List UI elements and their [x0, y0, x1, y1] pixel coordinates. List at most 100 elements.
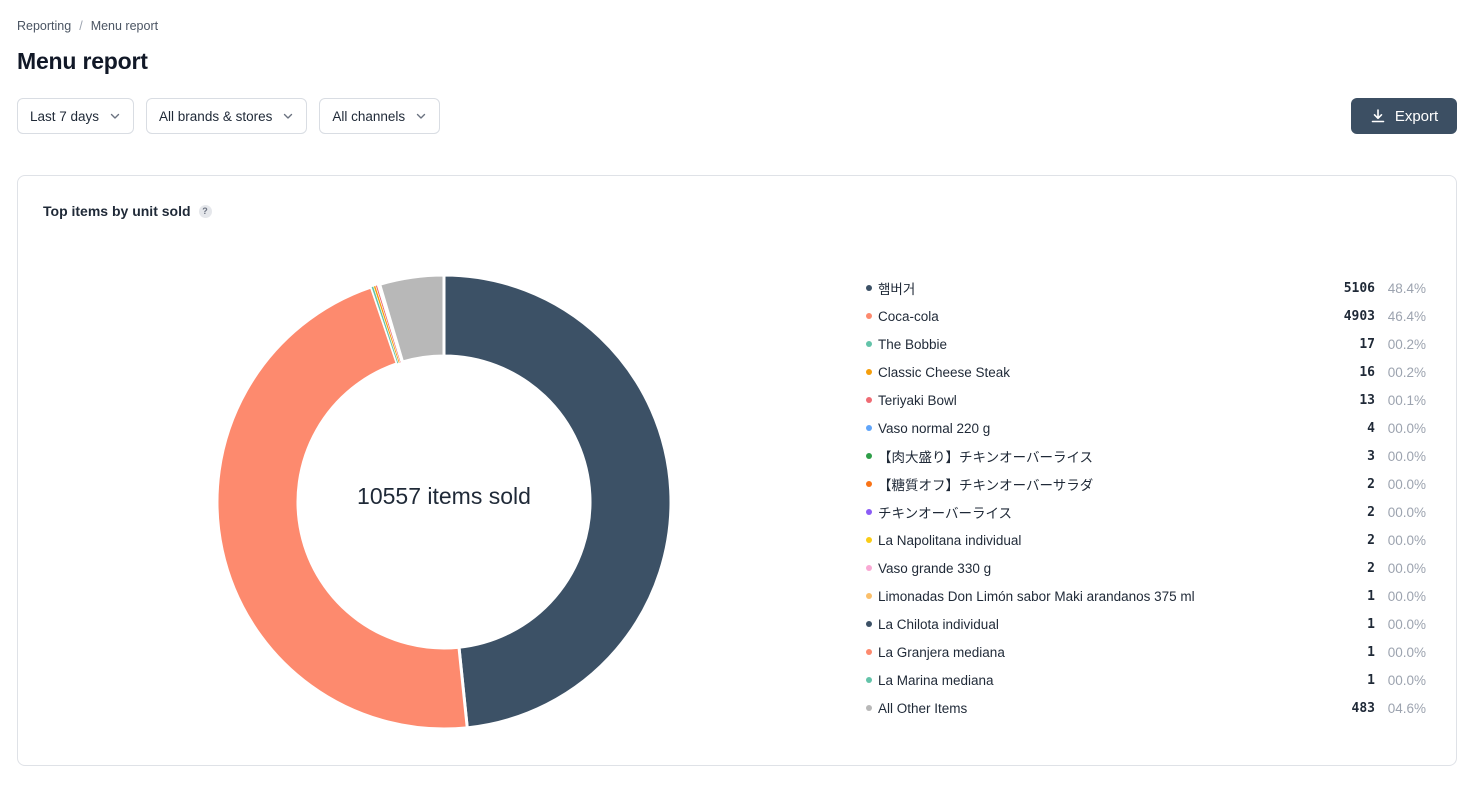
chevron-down-icon [110, 113, 120, 119]
legend-item-name: The Bobbie [878, 336, 948, 352]
legend-item-count: 16 [1359, 364, 1375, 380]
legend-item[interactable]: Coca-cola 4903 46.4% [866, 302, 1426, 330]
legend-item-name: 【糖質オフ】チキンオーバーサラダ [878, 478, 1094, 493]
legend-dot-icon [866, 425, 872, 431]
legend-item[interactable]: La Chilota individual 1 00.0% [866, 610, 1426, 638]
chevron-down-icon [416, 113, 426, 119]
legend-dot-icon [866, 285, 872, 291]
legend-item-name: La Chilota individual [878, 616, 999, 632]
legend-item-count: 1 [1367, 644, 1375, 660]
legend-item[interactable]: 【糖質オフ】チキンオーバーサラダ 2 00.0% [866, 470, 1426, 498]
legend-item-name: La Napolitana individual [878, 532, 1022, 548]
legend-item-percent: 04.6% [1387, 700, 1426, 716]
legend-item-count: 17 [1359, 336, 1375, 352]
legend-dot-icon [866, 677, 872, 683]
legend-dot-icon [866, 621, 872, 627]
channels-dropdown[interactable]: All channels [319, 98, 441, 134]
legend-item[interactable]: チキンオーバーライス 2 00.0% [866, 498, 1426, 526]
legend-dot-icon [866, 369, 872, 375]
legend-dot-icon [866, 565, 872, 571]
legend-dot-icon [866, 453, 872, 459]
legend-item-count: 2 [1367, 476, 1375, 492]
legend-item[interactable]: Classic Cheese Steak 16 00.2% [866, 358, 1426, 386]
export-button[interactable]: Export [1351, 98, 1457, 134]
legend-item-name: Coca-cola [878, 308, 939, 324]
card-title: Top items by unit sold ? [43, 203, 212, 219]
legend-item[interactable]: Teriyaki Bowl 13 00.1% [866, 386, 1426, 414]
legend-item-percent: 00.0% [1387, 672, 1426, 688]
legend-item-percent: 00.2% [1387, 364, 1426, 380]
legend-dot-icon [866, 705, 872, 711]
export-label: Export [1394, 107, 1439, 125]
legend-item-count: 483 [1351, 700, 1375, 716]
legend-item[interactable]: All Other Items 483 04.6% [866, 694, 1426, 722]
brands-stores-label: All brands & stores [159, 108, 273, 124]
legend-item-percent: 00.0% [1387, 616, 1426, 632]
legend-item[interactable]: Limonadas Don Limón sabor Maki arandanos… [866, 582, 1426, 610]
page-title: Menu report [17, 48, 148, 74]
legend-item-count: 2 [1367, 504, 1375, 520]
legend-item-percent: 00.0% [1387, 560, 1426, 576]
legend-item[interactable]: 햄버거 5106 48.4% [866, 274, 1426, 302]
card-title-text: Top items by unit sold [43, 203, 191, 219]
top-items-card: Top items by unit sold ? 10557 items sol… [17, 175, 1457, 766]
legend-item-percent: 00.0% [1387, 644, 1426, 660]
filter-bar: Last 7 days All brands & stores All chan… [17, 98, 441, 134]
legend-dot-icon [866, 397, 872, 403]
legend-item-name: La Granjera mediana [878, 644, 1005, 660]
legend-item[interactable]: La Marina mediana 1 00.0% [866, 666, 1426, 694]
breadcrumb-separator: / [79, 19, 83, 33]
chevron-down-icon [284, 113, 293, 119]
breadcrumb-current: Menu report [90, 19, 159, 33]
legend-item-count: 1 [1367, 672, 1375, 688]
legend-item[interactable]: Vaso grande 330 g 2 00.0% [866, 554, 1426, 582]
legend-item-count: 5106 [1343, 280, 1375, 296]
breadcrumb-reporting-link[interactable]: Reporting [17, 19, 72, 33]
legend-item-count: 2 [1367, 560, 1375, 576]
legend-item-name: Classic Cheese Steak [878, 364, 1011, 380]
date-range-dropdown[interactable]: Last 7 days [17, 98, 135, 134]
legend-item[interactable]: Vaso normal 220 g 4 00.0% [866, 414, 1426, 442]
legend-dot-icon [866, 537, 872, 543]
legend-dot-icon [866, 509, 872, 515]
legend-dot-icon [866, 649, 872, 655]
legend-item[interactable]: The Bobbie 17 00.2% [866, 330, 1426, 358]
legend-item[interactable]: 【肉大盛り】チキンオーバーライス 3 00.0% [866, 442, 1426, 470]
legend-item-percent: 00.0% [1387, 420, 1426, 436]
legend-item-percent: 00.0% [1387, 504, 1426, 520]
legend-item-percent: 46.4% [1387, 308, 1426, 324]
legend-item-count: 3 [1367, 448, 1375, 464]
legend-item-percent: 00.0% [1387, 588, 1426, 604]
legend-item-name: Vaso normal 220 g [878, 420, 991, 436]
donut-slice-1[interactable] [215, 285, 469, 731]
legend-dot-icon [866, 341, 872, 347]
legend-item-percent: 00.2% [1387, 336, 1426, 352]
legend-item[interactable]: La Granjera mediana 1 00.0% [866, 638, 1426, 666]
legend-item-percent: 48.4% [1387, 280, 1426, 296]
legend-item-name: 햄버거 [878, 282, 916, 297]
legend-item-count: 4903 [1343, 308, 1375, 324]
legend-item-name: 【肉大盛り】チキンオーバーライス [878, 450, 1094, 465]
legend-item-count: 4 [1367, 420, 1375, 436]
legend-dot-icon [866, 481, 872, 487]
legend-item-percent: 00.0% [1387, 476, 1426, 492]
date-range-label: Last 7 days [30, 108, 100, 124]
channels-label: All channels [332, 108, 406, 124]
donut-slice-15[interactable] [377, 273, 446, 364]
legend-item-name: All Other Items [878, 700, 968, 716]
legend-item-percent: 00.0% [1387, 448, 1426, 464]
legend-item-percent: 00.1% [1387, 392, 1426, 408]
legend-item-count: 13 [1359, 392, 1375, 408]
brands-stores-dropdown[interactable]: All brands & stores [146, 98, 308, 134]
legend-item-name: Teriyaki Bowl [878, 392, 957, 408]
legend-item-count: 1 [1367, 588, 1375, 604]
legend-item-name: Limonadas Don Limón sabor Maki arandanos… [878, 588, 1195, 604]
legend-dot-icon [866, 313, 872, 319]
donut-slice-0[interactable] [442, 273, 673, 730]
download-icon [1371, 109, 1385, 123]
legend-item-name: チキンオーバーライス [878, 506, 1013, 521]
help-icon[interactable]: ? [198, 204, 212, 218]
legend-item[interactable]: La Napolitana individual 2 00.0% [866, 526, 1426, 554]
legend-item-percent: 00.0% [1387, 532, 1426, 548]
legend-item-name: La Marina mediana [878, 672, 994, 688]
